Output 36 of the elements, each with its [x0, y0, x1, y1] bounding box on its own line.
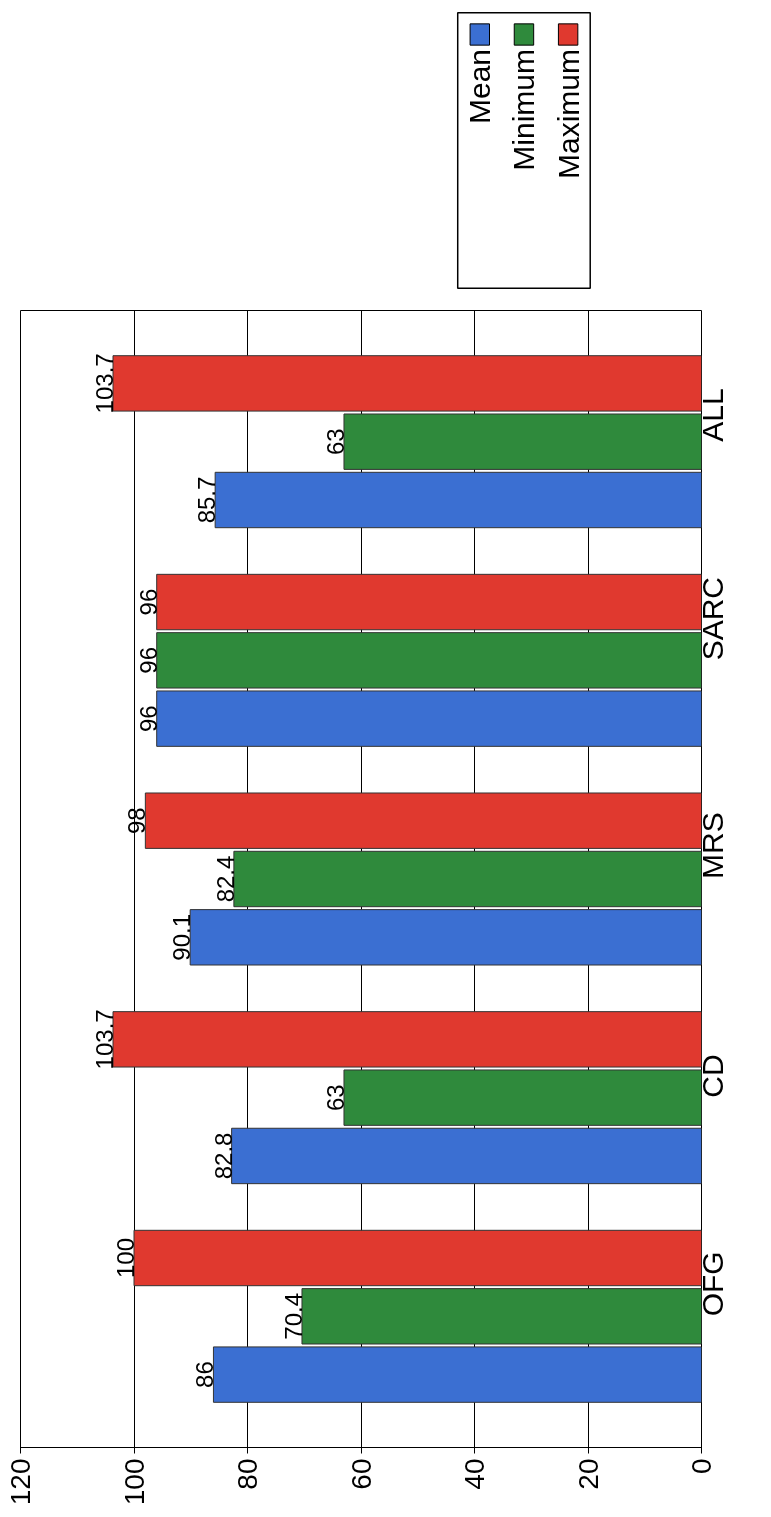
bar [214, 471, 702, 529]
legend-label: Minimum [507, 49, 541, 171]
x-tick-label: 20 [572, 1458, 604, 1490]
data-label: 82.4 [211, 855, 239, 903]
data-label: 103.7 [91, 353, 118, 414]
data-label: 86 [191, 1361, 219, 1388]
y-tick-label: OFG [696, 1251, 729, 1317]
legend-label: Maximum [551, 48, 585, 179]
x-tick-label: 100 [118, 1458, 150, 1506]
data-label: 96 [134, 705, 162, 732]
y-tick-label: CD [696, 1054, 729, 1098]
bar [144, 792, 702, 849]
legend-label: Mean [463, 49, 497, 125]
y-tick-label: ALL [696, 388, 729, 442]
bar [233, 850, 702, 908]
data-label: 70.4 [279, 1292, 307, 1340]
data-label: 82.8 [209, 1132, 237, 1180]
bar [156, 573, 702, 631]
x-tick-label: 120 [5, 1458, 36, 1506]
data-label: 63 [321, 1084, 349, 1111]
data-label: 63 [321, 428, 349, 456]
data-label: 96 [134, 588, 162, 616]
data-label: 90.1 [168, 913, 196, 961]
data-label: 100 [112, 1237, 139, 1279]
x-tick-label: 60 [345, 1458, 377, 1490]
bar [189, 909, 702, 966]
data-label: 85.7 [193, 476, 221, 524]
y-tick-label: MRS [696, 812, 729, 879]
x-tick-label: 80 [232, 1458, 263, 1490]
data-label: 103.7 [91, 1009, 118, 1070]
bar [231, 1127, 702, 1185]
x-tick-label: 0 [686, 1458, 717, 1475]
data-label: 96 [134, 646, 162, 674]
x-tick-label: 40 [459, 1458, 490, 1490]
bar [133, 1229, 702, 1287]
y-tick-label: SARC [696, 576, 729, 661]
